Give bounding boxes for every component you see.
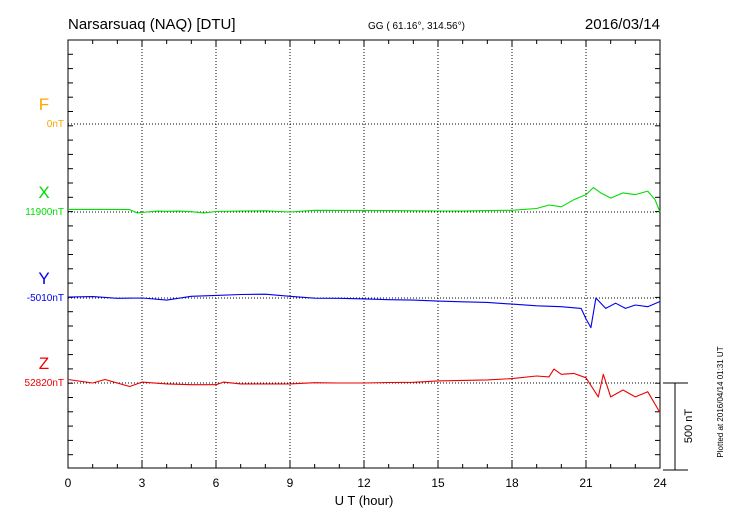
baseline-label-y: -5010nT <box>27 293 64 304</box>
series-name-f: F <box>39 95 49 114</box>
x-tick-label: 12 <box>357 476 371 490</box>
x-tick-label: 18 <box>505 476 519 490</box>
station-coordinates: GG ( 61.16°, 314.56°) <box>368 21 465 32</box>
series-name-x: X <box>38 183 49 202</box>
x-tick-label: 9 <box>287 476 294 490</box>
x-tick-label: 0 <box>65 476 72 490</box>
station-title: Narsarsuaq (NAQ) [DTU] <box>68 16 236 33</box>
baseline-label-f: 0nT <box>47 119 64 130</box>
series-line-z <box>67 368 661 413</box>
grid <box>68 40 660 468</box>
x-tick-label: 24 <box>653 476 667 490</box>
x-axis-label: U T (hour) <box>335 493 394 508</box>
series-name-z: Z <box>39 354 49 373</box>
series-line-y <box>67 293 661 329</box>
baseline-label-z: 52820nT <box>25 378 64 389</box>
x-tick-label: 3 <box>139 476 146 490</box>
scale-bar: 500 nT <box>663 382 695 471</box>
x-tick-label: 21 <box>579 476 593 490</box>
series-name-y: Y <box>38 269 49 288</box>
x-tick-label: 15 <box>431 476 445 490</box>
x-tick-label: 6 <box>213 476 220 490</box>
plotted-timestamp: Plotted at 2016/04/14 01:31 UT <box>716 346 725 457</box>
series-group: F 0nT X 11900nT Y -5010nT Z 52820nT <box>25 95 661 413</box>
chart-date: 2016/03/14 <box>585 16 660 33</box>
scale-bar-label: 500 nT <box>683 409 695 444</box>
baseline-label-x: 11900nT <box>25 207 64 218</box>
series-line-x <box>68 187 661 214</box>
axis-ticks: 0 3 6 9 12 15 18 21 24 <box>65 39 667 490</box>
